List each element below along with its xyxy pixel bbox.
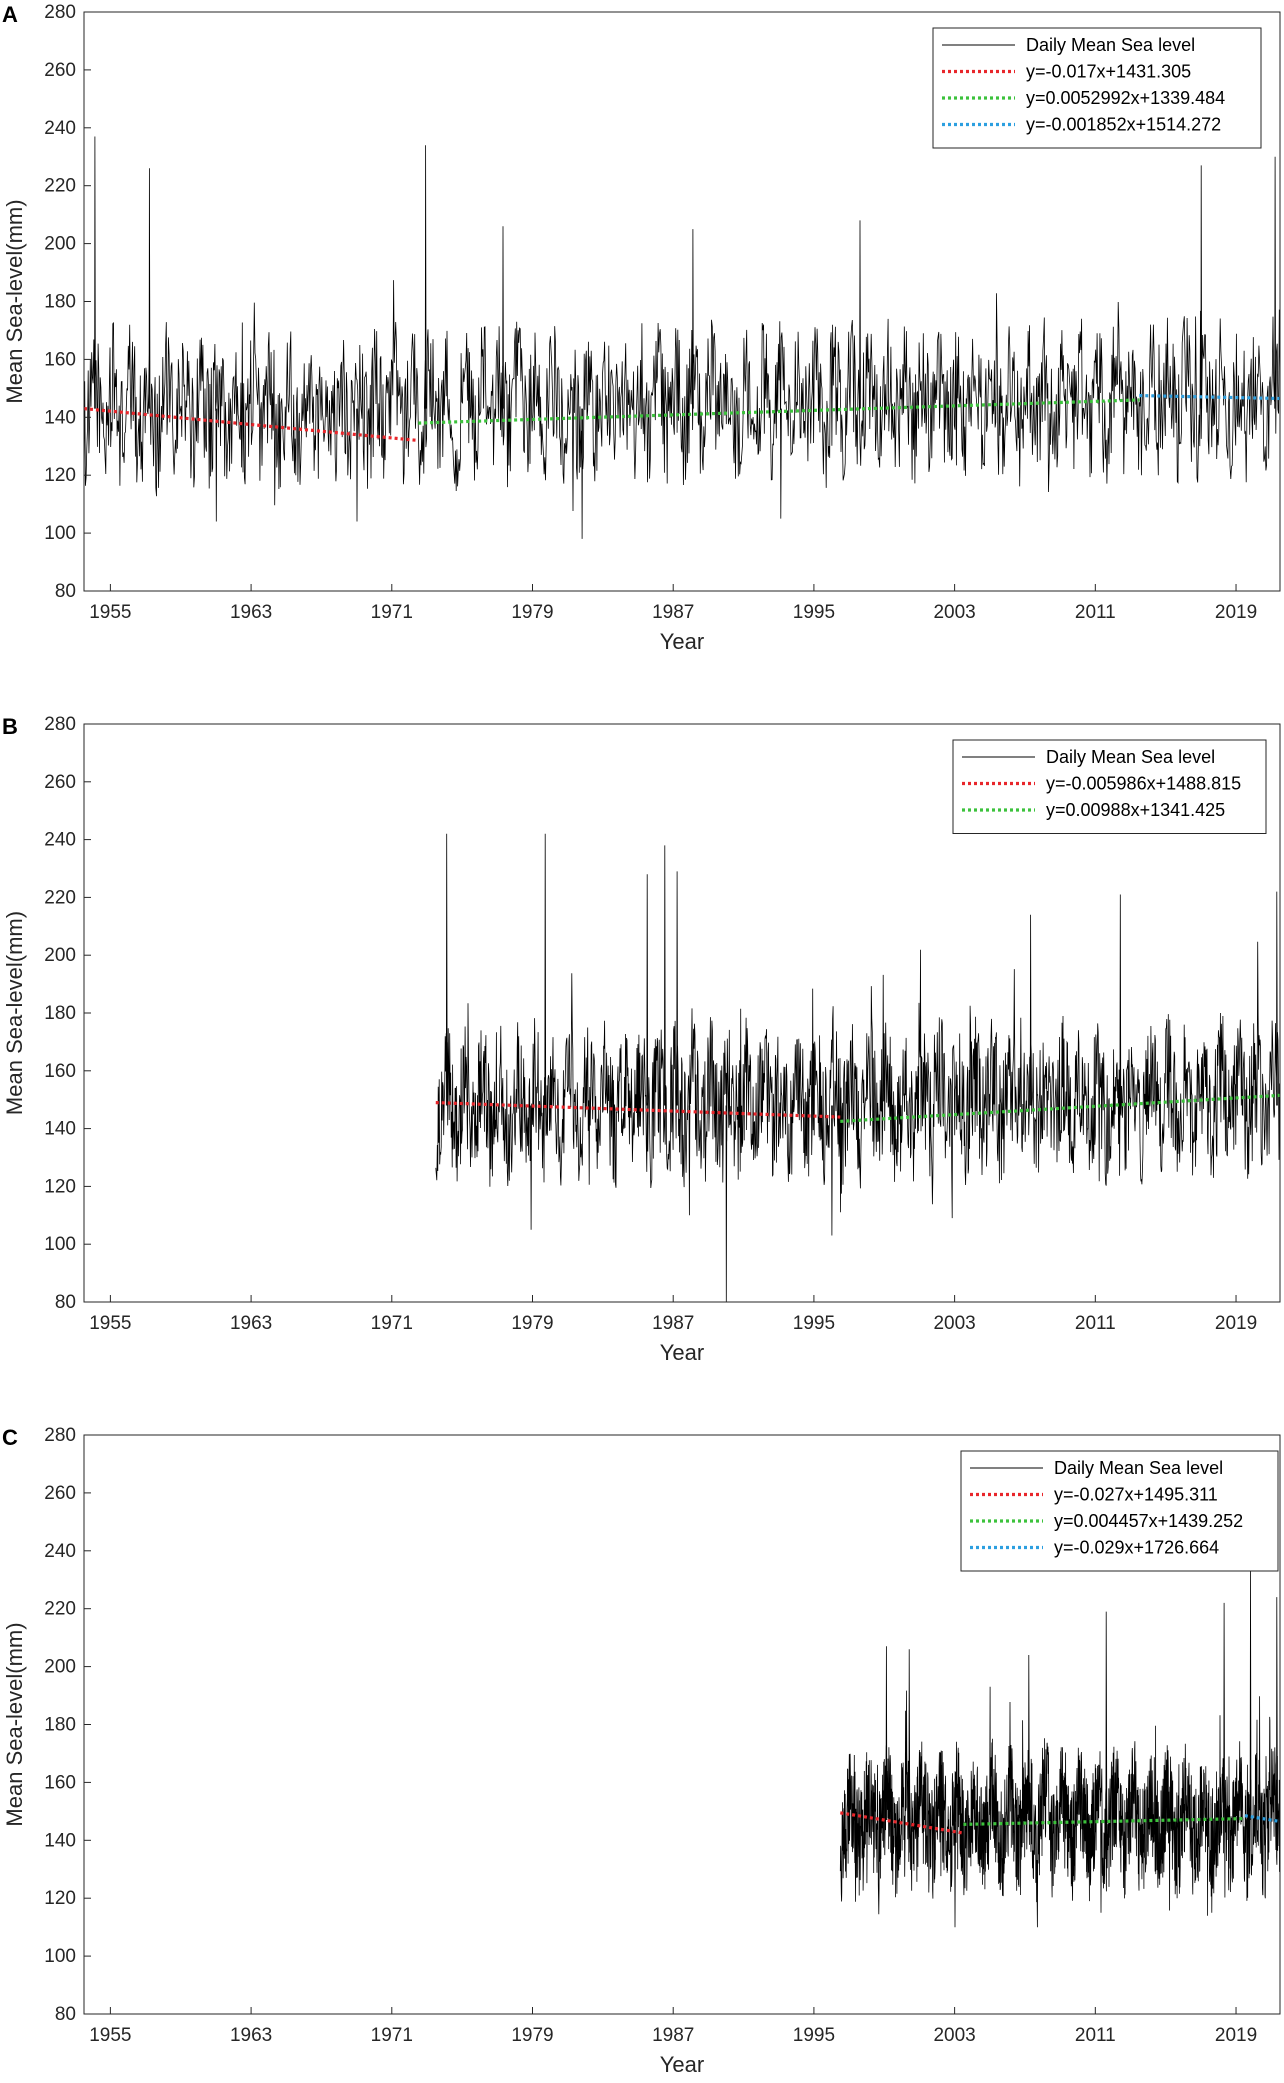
y-tick-label: 180: [44, 292, 76, 313]
y-tick-label: 260: [44, 1483, 76, 1504]
y-tick-label: 160: [44, 1061, 76, 1082]
panel-c: C 80 100 120 140 160 180 200 220 240 260 280 1955 196…: [2, 1425, 1281, 2077]
y-tick-label: 80: [55, 2004, 76, 2025]
panel-label: B: [2, 714, 18, 739]
y-tick-label: 120: [44, 1888, 76, 1909]
trend-line-red: [84, 407, 419, 443]
x-tick-label: 2011: [1075, 2025, 1116, 2046]
legend-entry: y=-0.001852x+1514.272: [1026, 115, 1221, 135]
y-tick-label: 80: [55, 581, 76, 602]
legend-box: [932, 27, 1262, 149]
x-axis-label: Year: [660, 629, 704, 654]
legend-entry: Daily Mean Sea level: [1054, 1458, 1223, 1478]
y-tick-label: 100: [44, 523, 76, 544]
y-tick-label: 260: [44, 772, 76, 793]
y-tick-label: 180: [44, 1715, 76, 1736]
legend-entry: y=0.0052992x+1339.484: [1026, 88, 1225, 108]
x-tick-label: 2019: [1215, 602, 1257, 623]
legend-entry: Daily Mean Sea level: [1026, 35, 1195, 55]
y-tick-label: 280: [44, 714, 76, 735]
y-tick-label: 180: [44, 1003, 76, 1024]
y-tick-label: 200: [44, 1657, 76, 1678]
legend-box: [952, 739, 1267, 834]
y-tick-label: 160: [44, 1772, 76, 1793]
trend-line-green: [840, 1093, 1280, 1123]
x-tick-label: 1955: [89, 1313, 131, 1334]
y-axis-label: Mean Sea-level(mm): [2, 199, 27, 403]
y-tick-label: 80: [55, 1292, 76, 1313]
panel-b: B 80 100 120 140 160 180 200 220 240 260 280 1955 196…: [2, 714, 1281, 1365]
x-tick-label: 1963: [230, 602, 272, 623]
x-tick-label: 1987: [652, 602, 694, 623]
y-tick-label: 240: [44, 118, 76, 139]
x-tick-label: 1955: [89, 2025, 131, 2046]
daily-mean-sea-level-line: [84, 136, 1280, 539]
trend-line-red: [840, 1811, 964, 1835]
y-tick-label: 140: [44, 1830, 76, 1851]
y-tick-label: 240: [44, 830, 76, 851]
legend-entry: y=0.004457x+1439.252: [1054, 1511, 1243, 1531]
y-axis-label: Mean Sea-level(mm): [2, 1622, 27, 1826]
y-tick-label: 200: [44, 234, 76, 255]
legend-entry: y=-0.017x+1431.305: [1026, 62, 1191, 82]
x-tick-label: 1987: [652, 2025, 694, 2046]
trend-line-green: [963, 1816, 1245, 1826]
x-tick-label: 1979: [511, 602, 553, 623]
legend: Daily Mean Sea level y=-0.005986x+1488.81…: [952, 739, 1267, 834]
trend-line-red: [435, 1100, 841, 1119]
legend-box: [960, 1450, 1279, 1572]
legend: Daily Mean Sea level y=-0.017x+1431.305 y=…: [932, 27, 1262, 149]
x-tick-label: 2011: [1075, 602, 1116, 623]
y-tick-label: 140: [44, 1119, 76, 1140]
legend-entry: Daily Mean Sea level: [1046, 747, 1215, 767]
x-tick-label: 1963: [230, 2025, 272, 2046]
x-tick-label: 2019: [1215, 1313, 1257, 1334]
x-tick-label: 1971: [371, 602, 413, 623]
x-tick-label: 1971: [371, 2025, 413, 2046]
legend: Daily Mean Sea level y=-0.027x+1495.311 y=…: [960, 1450, 1279, 1572]
daily-mean-sea-level-line: [435, 833, 1280, 1302]
x-tick-label: 2003: [933, 2025, 975, 2046]
y-tick-label: 280: [44, 1425, 76, 1446]
x-tick-label: 2003: [933, 1313, 975, 1334]
x-axis-label: Year: [660, 1340, 704, 1365]
legend-entry: y=0.00988x+1341.425: [1046, 800, 1225, 820]
legend-entry: y=-0.005986x+1488.815: [1046, 774, 1241, 794]
x-tick-label: 2003: [933, 602, 975, 623]
x-tick-label: 1971: [371, 1313, 413, 1334]
y-tick-label: 100: [44, 1946, 76, 1967]
y-tick-label: 100: [44, 1234, 76, 1255]
y-tick-label: 200: [44, 945, 76, 966]
y-tick-label: 240: [44, 1541, 76, 1562]
y-tick-label: 280: [44, 2, 76, 23]
x-tick-label: 2011: [1075, 1313, 1116, 1334]
y-tick-label: 120: [44, 465, 76, 486]
x-tick-label: 2019: [1215, 2025, 1257, 2046]
x-tick-label: 1995: [793, 1313, 835, 1334]
panel-a: A 80 100 120 140 160 180 200 220 240 260 280 1955 196…: [2, 2, 1281, 654]
legend-entry: y=-0.029x+1726.664: [1054, 1538, 1219, 1558]
x-tick-label: 1979: [511, 1313, 553, 1334]
y-tick-label: 220: [44, 887, 76, 908]
y-tick-label: 260: [44, 60, 76, 81]
panel-label: A: [2, 2, 18, 27]
x-tick-label: 1995: [793, 2025, 835, 2046]
x-axis-label: Year: [660, 2052, 704, 2077]
y-tick-label: 220: [44, 1599, 76, 1620]
legend-entry: y=-0.027x+1495.311: [1054, 1485, 1218, 1505]
x-tick-label: 1987: [652, 1313, 694, 1334]
y-tick-label: 140: [44, 407, 76, 428]
y-axis-label: Mean Sea-level(mm): [2, 911, 27, 1115]
x-tick-label: 1955: [89, 602, 131, 623]
trend-line-green: [418, 398, 1140, 425]
panel-label: C: [2, 1425, 18, 1450]
x-tick-label: 1979: [511, 2025, 553, 2046]
x-tick-label: 1963: [230, 1313, 272, 1334]
y-tick-label: 160: [44, 349, 76, 370]
daily-mean-sea-level-line: [839, 1568, 1280, 1928]
x-tick-label: 1995: [793, 602, 835, 623]
y-tick-label: 220: [44, 176, 76, 197]
y-tick-label: 120: [44, 1176, 76, 1197]
